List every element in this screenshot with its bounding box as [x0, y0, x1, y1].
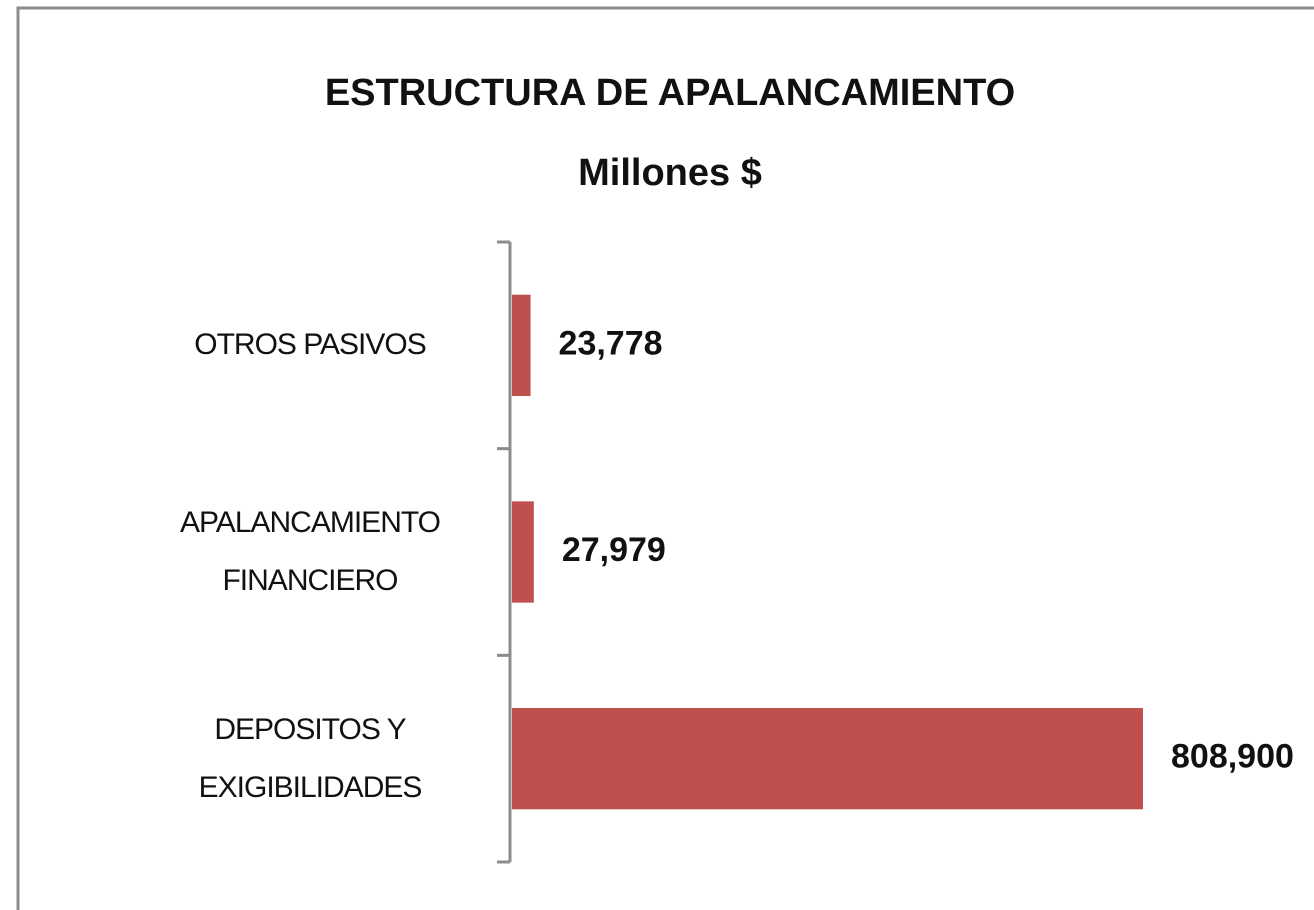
category-label: DEPOSITOS Y EXIGIBILIDADES — [198, 712, 423, 804]
value-label: 808,900 — [1171, 738, 1294, 776]
value-label: 23,778 — [559, 324, 663, 362]
chart-subtitle: Millones $ — [578, 152, 762, 194]
bar — [512, 294, 531, 396]
bar — [512, 708, 1143, 810]
value-label: 27,979 — [562, 531, 666, 569]
category-label: APALANCAMIENTO FINANCIERO — [180, 506, 441, 597]
bar — [512, 501, 534, 603]
chart-title: ESTRUCTURA DE APALANCAMIENTO — [325, 72, 1015, 114]
chart-border — [16, 6, 1314, 910]
category-label: OTROS PASIVOS — [194, 328, 427, 362]
